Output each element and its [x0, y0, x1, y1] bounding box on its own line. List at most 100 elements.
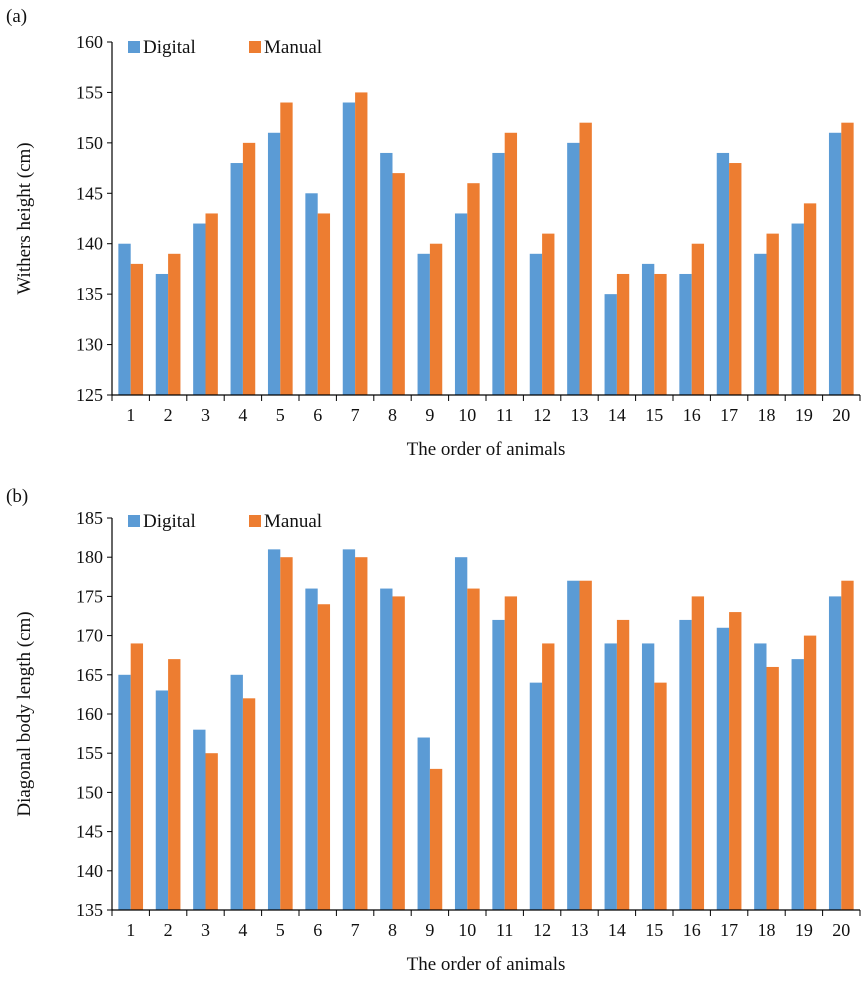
bar-manual-19	[803, 635, 817, 910]
x-tick-label: 5	[276, 405, 285, 425]
y-tick-label: 155	[76, 743, 103, 763]
x-tick-label: 11	[496, 405, 513, 425]
y-tick-label: 140	[76, 234, 103, 254]
bar-manual-20	[841, 122, 854, 395]
x-tick-label: 4	[238, 920, 247, 940]
y-tick-label: 160	[76, 32, 103, 52]
x-tick-label: 14	[608, 405, 626, 425]
bar-digital-20	[828, 132, 842, 395]
x-tick-label: 1	[126, 920, 135, 940]
x-tick-label: 8	[388, 920, 397, 940]
legend-label-digital: Digital	[143, 37, 196, 58]
bar-digital-6	[305, 588, 318, 910]
bar-manual-14	[616, 619, 630, 910]
bar-digital-18	[754, 643, 767, 910]
legend-label-manual: Manual	[264, 37, 322, 58]
x-tick-label: 18	[758, 920, 776, 940]
bar-digital-2	[155, 273, 169, 395]
bar-manual-12	[542, 233, 555, 395]
bar-digital-15	[641, 263, 655, 395]
x-tick-label: 20	[832, 405, 850, 425]
bar-manual-11	[504, 596, 518, 910]
x-tick-label: 15	[645, 405, 663, 425]
x-tick-label: 16	[683, 405, 701, 425]
bar-manual-7	[355, 557, 368, 910]
y-tick-label: 155	[76, 82, 103, 102]
bar-digital-13	[567, 142, 580, 395]
bar-manual-9	[429, 768, 443, 910]
bar-manual-2	[168, 659, 181, 910]
bar-digital-12	[529, 682, 543, 910]
x-tick-label: 20	[832, 920, 850, 940]
bar-manual-6	[317, 213, 331, 395]
bar-digital-17	[716, 152, 730, 395]
bar-digital-9	[417, 737, 430, 910]
bar-manual-18	[766, 233, 779, 395]
bar-digital-7	[342, 102, 356, 395]
y-tick-label: 175	[76, 586, 103, 606]
bar-digital-17	[716, 627, 730, 910]
x-tick-label: 1	[126, 405, 135, 425]
bar-manual-18	[766, 666, 779, 910]
y-tick-label: 145	[76, 183, 103, 203]
bar-digital-2	[155, 690, 169, 910]
bar-digital-14	[604, 294, 617, 395]
bar-manual-13	[579, 580, 592, 910]
x-tick-label: 11	[496, 920, 513, 940]
y-axis-label: Diagonal body length (cm)	[14, 611, 35, 816]
x-tick-label: 10	[458, 920, 476, 940]
x-tick-label: 3	[201, 920, 210, 940]
y-axis-label: Withers height (cm)	[14, 142, 35, 294]
bar-manual-5	[280, 557, 293, 910]
y-tick-label: 170	[76, 626, 103, 646]
bar-digital-1	[118, 674, 131, 910]
x-tick-label: 19	[795, 405, 813, 425]
legend-label-manual: Manual	[264, 511, 322, 532]
bar-manual-19	[803, 203, 817, 395]
y-tick-label: 150	[76, 782, 103, 802]
x-tick-label: 13	[571, 405, 589, 425]
legend-swatch-digital	[128, 41, 140, 53]
x-axis-label: The order of animals	[407, 954, 566, 975]
x-tick-label: 12	[533, 920, 551, 940]
x-tick-label: 2	[164, 405, 173, 425]
y-tick-label: 140	[76, 861, 103, 881]
bar-manual-1	[130, 263, 144, 395]
x-tick-label: 9	[425, 405, 434, 425]
bar-digital-11	[492, 152, 505, 395]
bar-manual-3	[205, 213, 218, 395]
bar-manual-4	[242, 142, 256, 395]
x-tick-label: 8	[388, 405, 397, 425]
bar-digital-6	[305, 193, 318, 395]
x-tick-label: 16	[683, 920, 701, 940]
bar-digital-15	[641, 643, 655, 910]
bar-manual-7	[355, 92, 368, 395]
bar-digital-5	[267, 549, 281, 910]
y-tick-label: 160	[76, 704, 103, 724]
bar-manual-6	[317, 604, 331, 910]
bar-digital-1	[118, 243, 131, 395]
x-tick-label: 2	[164, 920, 173, 940]
panel-label-b: (b)	[6, 486, 29, 507]
y-tick-label: 145	[76, 822, 103, 842]
bar-manual-20	[841, 580, 854, 910]
bar-digital-11	[492, 619, 505, 910]
bar-digital-8	[380, 588, 393, 910]
x-tick-label: 4	[238, 405, 247, 425]
x-tick-label: 17	[720, 920, 738, 940]
bar-manual-10	[467, 183, 480, 395]
bar-digital-19	[791, 223, 804, 395]
y-tick-label: 180	[76, 547, 103, 567]
bar-manual-15	[654, 273, 667, 395]
y-tick-label: 150	[76, 133, 103, 153]
panel-label-a: (a)	[6, 6, 28, 27]
x-tick-label: 13	[571, 920, 589, 940]
bar-manual-8	[392, 596, 405, 910]
legend-swatch-manual	[249, 515, 261, 527]
bar-manual-1	[130, 643, 144, 910]
bar-manual-9	[429, 243, 443, 395]
bar-digital-4	[230, 674, 243, 910]
bar-digital-10	[454, 557, 468, 910]
bar-manual-16	[691, 596, 705, 910]
